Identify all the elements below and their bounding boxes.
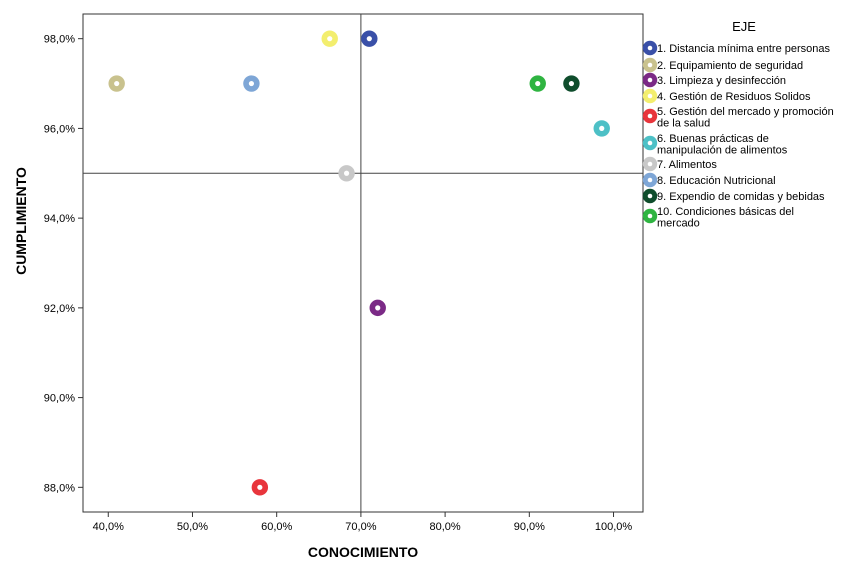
legend-label-2: 2. Equipamiento de seguridad bbox=[657, 60, 803, 72]
data-point-center bbox=[343, 170, 350, 176]
legend-label-8: 8. Educación Nutricional bbox=[657, 175, 776, 187]
y-tick-label: 94,0% bbox=[44, 213, 75, 225]
legend-label-10: mercado bbox=[657, 218, 700, 230]
legend-marker-center bbox=[647, 113, 653, 119]
legend-marker-center bbox=[647, 213, 653, 219]
legend-label-5: 5. Gestión del mercado y promoción bbox=[657, 106, 834, 118]
legend-label-5: de la salud bbox=[657, 118, 710, 130]
legend-marker-center bbox=[647, 193, 653, 199]
x-axis-title: CONOCIMIENTO bbox=[308, 544, 418, 560]
data-point-center bbox=[327, 36, 333, 42]
data-point-center bbox=[248, 80, 255, 87]
data-point-center bbox=[366, 36, 372, 42]
legend-marker-center bbox=[647, 93, 653, 99]
legend-label-3: 3. Limpieza y desinfección bbox=[657, 75, 786, 87]
plot-area bbox=[82, 13, 644, 513]
x-tick-label: 60,0% bbox=[261, 521, 292, 533]
legend-label-6: 6. Buenas prácticas de bbox=[657, 133, 769, 145]
x-axis: 40,0% 50,0% 60,0% 70,0% 80,0% 90,0% 100,0% bbox=[93, 512, 633, 533]
data-point-center bbox=[568, 80, 575, 87]
y-tick-label: 92,0% bbox=[44, 303, 75, 315]
legend-marker-center bbox=[647, 77, 653, 83]
data-point-center bbox=[375, 305, 381, 311]
legend-label-1: 1. Distancia mínima entre personas bbox=[657, 43, 831, 55]
x-tick-label: 40,0% bbox=[93, 521, 124, 533]
legend-marker-center bbox=[647, 62, 653, 68]
data-point-center bbox=[114, 80, 120, 87]
x-tick-label: 80,0% bbox=[430, 521, 461, 533]
data-point-center bbox=[535, 80, 541, 87]
x-tick-label: 100,0% bbox=[595, 521, 633, 533]
legend-label-4: 4. Gestión de Residuos Solidos bbox=[657, 91, 811, 103]
x-tick-label: 90,0% bbox=[514, 521, 545, 533]
data-points bbox=[108, 30, 610, 496]
y-tick-label: 96,0% bbox=[44, 123, 75, 135]
y-axis-title: CUMPLIMIENTO bbox=[13, 167, 29, 275]
legend: EJE 1. Distancia mínima entre personas 2.… bbox=[642, 19, 834, 230]
reference-lines bbox=[83, 14, 643, 512]
legend-marker-center bbox=[647, 45, 653, 51]
y-tick-label: 98,0% bbox=[44, 34, 75, 46]
legend-marker-center bbox=[647, 177, 653, 183]
legend-marker-center bbox=[647, 140, 653, 146]
x-tick-label: 70,0% bbox=[345, 521, 376, 533]
legend-marker-center bbox=[647, 161, 653, 167]
legend-label-6: manipulación de alimentos bbox=[657, 145, 788, 157]
legend-label-7: 7. Alimentos bbox=[657, 159, 717, 171]
y-axis: 88,0% 90,0% 92,0% 94,0% 96,0% 98,0% bbox=[44, 34, 83, 494]
legend-title: EJE bbox=[732, 19, 756, 34]
legend-label-9: 9. Expendio de comidas y bebidas bbox=[657, 191, 825, 203]
data-point-center bbox=[599, 125, 605, 132]
y-tick-label: 88,0% bbox=[44, 482, 75, 494]
data-point-center bbox=[257, 484, 263, 490]
legend-label-10: 10. Condiciones básicas del bbox=[657, 206, 794, 218]
x-tick-label: 50,0% bbox=[177, 521, 208, 533]
y-tick-label: 90,0% bbox=[44, 393, 75, 405]
